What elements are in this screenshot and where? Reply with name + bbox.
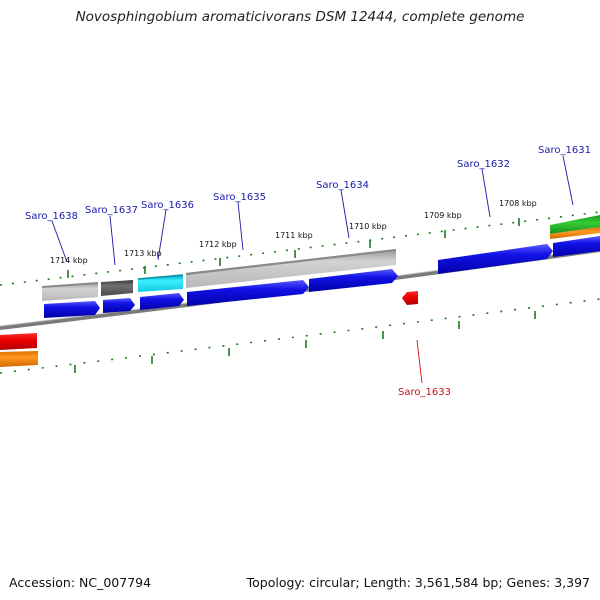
kbp-labels: 1714 kbp 1713 kbp 1712 kbp 1711 kbp 1710… (50, 199, 537, 265)
outer-major-ticks (67, 218, 520, 278)
label-leader-lines (51, 155, 574, 384)
gene-track-left-edge (0, 333, 38, 367)
inner-tick-ring (0, 298, 600, 374)
gene-label-saro-1637[interactable]: Saro_1637 (85, 205, 138, 216)
gene-label-saro-1634[interactable]: Saro_1634 (316, 180, 369, 191)
kbp-label-1712: 1712 kbp (199, 240, 237, 249)
kbp-label-1710: 1710 kbp (349, 222, 387, 231)
gene-track-upper (41, 215, 600, 301)
gene-label-saro-1635[interactable]: Saro_1635 (213, 192, 266, 203)
kbp-label-1713: 1713 kbp (124, 249, 162, 258)
gene-label-saro-1631[interactable]: Saro_1631 (538, 145, 591, 156)
gene-label-saro-1636[interactable]: Saro_1636 (141, 200, 194, 211)
gene-label-saro-1638[interactable]: Saro_1638 (25, 211, 78, 222)
cds-arrow-reverse (402, 291, 418, 305)
genome-title: Novosphingobium aromaticivorans DSM 1244… (75, 9, 525, 25)
kbp-label-1714: 1714 kbp (50, 256, 88, 265)
accession-text: Accession: NC_007794 (9, 575, 152, 590)
cds-arrows-forward (44, 236, 600, 318)
outer-tick-ring (0, 211, 600, 286)
gene-labels: Saro_1638 Saro_1637 Saro_1636 Saro_1635 … (25, 145, 591, 398)
gene-label-saro-1633[interactable]: Saro_1633 (398, 387, 451, 398)
genome-summary-text: Topology: circular; Length: 3,561,584 bp… (246, 575, 590, 590)
kbp-label-1709: 1709 kbp (424, 211, 462, 220)
kbp-label-1708: 1708 kbp (499, 199, 537, 208)
kbp-label-1711: 1711 kbp (275, 231, 313, 240)
inner-major-ticks (74, 311, 536, 373)
gene-label-saro-1632[interactable]: Saro_1632 (457, 159, 510, 170)
